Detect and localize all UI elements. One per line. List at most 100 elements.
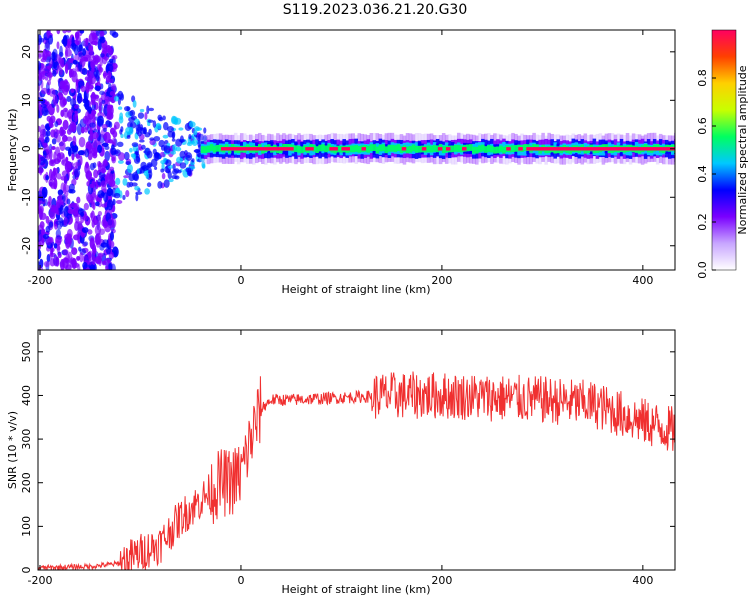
- spectrogram-cell: [49, 159, 56, 167]
- spectrogram-cell: [73, 168, 81, 178]
- spectrogram-cell: [62, 119, 69, 131]
- spectrogram-cell: [46, 30, 50, 39]
- spectrogram-cell: [570, 147, 576, 151]
- spectrogram-cell: [67, 208, 74, 214]
- spectrogram-cell: [375, 146, 380, 154]
- spectrogram-cell: [297, 145, 301, 153]
- snr-x-tick-label: 0: [237, 574, 244, 587]
- spectrogram-cell: [101, 164, 106, 174]
- spectrogram-cell: [45, 131, 49, 141]
- spectrogram-cell: [336, 145, 340, 153]
- spectrogram-cell: [62, 85, 69, 96]
- spectrogram-cell: [73, 162, 81, 167]
- spectrogram-cell: [148, 107, 155, 112]
- spectrogram-cell: [150, 158, 158, 168]
- colorbar-tick-label: 0.2: [696, 213, 709, 231]
- spectrogram-cell: [40, 228, 46, 236]
- spectrogram-cell: [622, 147, 628, 151]
- spectrogram-cell: [115, 199, 123, 204]
- spectrogram-cell: [46, 254, 51, 263]
- spectrogram-cell: [193, 149, 201, 153]
- spectrogram-cell: [168, 178, 174, 183]
- spectrogram-cell: [193, 130, 198, 136]
- spectrogram-cell: [52, 94, 58, 106]
- spectrogram-cell: [144, 112, 148, 120]
- spectrogram-cell: [441, 146, 446, 154]
- spectrogram-cell: [193, 126, 200, 132]
- spectrogram-cell: [101, 123, 108, 130]
- spectrogram-cell: [145, 172, 150, 179]
- spectrogram-cell: [38, 109, 41, 120]
- spectrogram-cell: [65, 264, 72, 270]
- spectrogram-cell: [146, 182, 152, 187]
- spectrogram-cell: [646, 147, 652, 151]
- spectrogram-cell: [107, 219, 114, 229]
- spectrogram-cell: [518, 147, 523, 151]
- snr-y-tick-label: 500: [20, 341, 33, 362]
- spectrogram-cell: [70, 88, 75, 93]
- spectrogram-cell: [42, 234, 50, 240]
- spectrogram-cell: [66, 95, 72, 102]
- spectrogram-cell: [91, 219, 96, 228]
- spectrogram-cell: [85, 171, 92, 179]
- spectrogram-cell: [369, 144, 374, 152]
- spectrogram-cell: [147, 163, 152, 169]
- spectrogram-y-tick-label: -10: [20, 188, 33, 206]
- spectrogram-cell: [129, 181, 134, 188]
- spectrogram-cell: [82, 261, 88, 270]
- spectrogram-cell: [40, 87, 48, 95]
- spectrogram-cell: [614, 147, 620, 151]
- spectrogram-cell: [48, 195, 52, 206]
- spectrogram-cell: [123, 151, 130, 161]
- spectrogram-cell: [534, 147, 539, 151]
- spectrogram-cell: [188, 133, 192, 140]
- spectrogram-cell: [248, 147, 254, 151]
- snr-x-ticks: -200 0 200 400: [28, 330, 653, 587]
- spectrogram-cell: [654, 147, 660, 151]
- spectrogram-cell: [191, 138, 198, 146]
- spectrogram-cell: [203, 127, 207, 134]
- spectrogram-cell: [60, 129, 66, 136]
- spectrogram-cell: [84, 162, 90, 175]
- spectrogram-cell: [172, 163, 176, 171]
- spectrogram-cell: [78, 136, 86, 148]
- spectrogram-cell: [60, 109, 65, 118]
- spectrogram-cell: [51, 138, 57, 145]
- spectrogram-cell: [132, 100, 137, 108]
- spectrogram-cell: [111, 31, 119, 38]
- spectrogram-cell: [108, 262, 113, 270]
- spectrogram-cell: [154, 166, 158, 170]
- spectrogram-cell: [265, 147, 270, 151]
- spectrogram-cell: [38, 139, 42, 150]
- spectrogram-cell: [56, 173, 62, 180]
- spectrogram-cell: [51, 145, 56, 150]
- spectrogram-cell: [63, 183, 67, 195]
- spectrogram-cell: [530, 147, 535, 151]
- spectrogram-cell: [95, 201, 100, 207]
- spectrogram-cell: [107, 63, 114, 72]
- spectrogram-cell: [232, 147, 238, 151]
- spectrogram-cell: [445, 147, 451, 151]
- spectrogram-cell: [426, 145, 431, 153]
- spectrogram-cell: [158, 139, 165, 148]
- spectrogram-cell: [638, 147, 644, 151]
- spectrogram-cell: [83, 202, 89, 211]
- spectrogram-cell: [167, 126, 174, 133]
- spectrogram-cell: [502, 146, 506, 154]
- spectrogram-cell: [69, 98, 77, 107]
- spectrogram-cell: [129, 109, 136, 117]
- spectrogram-cell: [79, 252, 84, 263]
- spectrogram-cell: [188, 121, 196, 128]
- spectrogram-cell: [76, 255, 81, 261]
- spectrogram-y-tick-label: -20: [20, 237, 33, 255]
- spectrogram-cell: [56, 41, 60, 50]
- spectrogram-cell: [253, 147, 258, 151]
- spectrogram-cell: [435, 145, 440, 153]
- spectrogram-cell: [95, 69, 100, 82]
- spectrogram-cell: [475, 146, 479, 154]
- spectrogram-cell: [134, 186, 140, 191]
- spectrogram-cell: [626, 147, 632, 151]
- spectrogram-cell: [90, 59, 96, 69]
- spectrogram-cell: [108, 179, 116, 187]
